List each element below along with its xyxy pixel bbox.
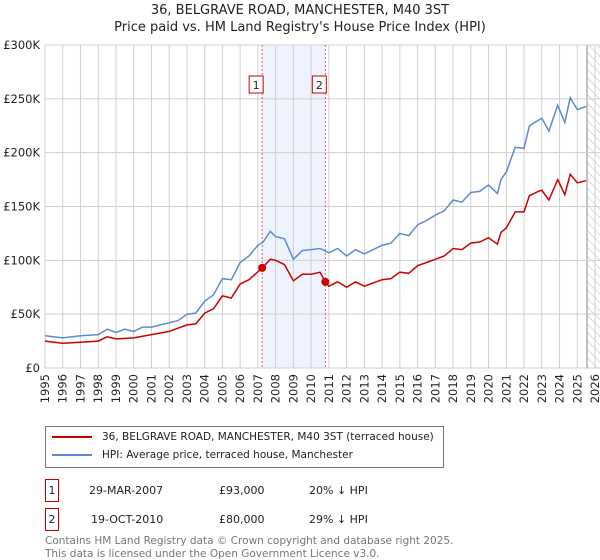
footer-licence: This data is licensed under the Open Gov… bbox=[45, 547, 380, 560]
footer: Contains HM Land Registry data © Crown c… bbox=[45, 535, 453, 560]
x-tick-label: 2012 bbox=[340, 374, 354, 403]
x-tick-label: 2008 bbox=[269, 374, 283, 403]
legend-label: 36, BELGRAVE ROAD, MANCHESTER, M40 3ST (… bbox=[102, 431, 434, 443]
x-tick-label: 2013 bbox=[357, 374, 371, 403]
x-tick-label: 2023 bbox=[535, 374, 549, 403]
x-tick-label: 2015 bbox=[393, 374, 407, 403]
sale-hpi-diff: 29% ↓ HPI bbox=[309, 513, 368, 526]
chart-title: 36, BELGRAVE ROAD, MANCHESTER, M40 3ST bbox=[150, 3, 450, 18]
sale-label-box bbox=[248, 75, 264, 94]
x-tick-label: 1999 bbox=[109, 374, 123, 403]
sale-row-2: 2 19-OCT-2010 £80,000 29% ↓ HPI bbox=[45, 508, 368, 531]
x-tick-label: 2019 bbox=[464, 374, 478, 403]
sale-price: £93,000 bbox=[219, 484, 265, 497]
x-tick-label: 2005 bbox=[215, 374, 229, 403]
sale-point bbox=[321, 277, 330, 286]
legend-red-line bbox=[52, 436, 92, 438]
y-tick-label: £250K bbox=[3, 92, 40, 106]
x-tick-label: 2014 bbox=[375, 374, 389, 403]
sale-date: 29-MAR-2007 bbox=[89, 484, 164, 497]
x-tick-label: 2025 bbox=[570, 374, 584, 403]
legend: 36, BELGRAVE ROAD, MANCHESTER, M40 3ST (… bbox=[45, 426, 444, 468]
sale-price: £80,000 bbox=[219, 513, 265, 526]
y-tick-label: £300K bbox=[3, 38, 40, 52]
x-tick-label: 2018 bbox=[446, 374, 460, 403]
y-tick-label: £100K bbox=[3, 253, 40, 267]
x-tick-label: 2007 bbox=[251, 374, 265, 403]
legend-label: HPI: Average price, terraced house, Manc… bbox=[102, 449, 353, 461]
x-tick-label: 1995 bbox=[38, 374, 52, 403]
legend-item-property: 36, BELGRAVE ROAD, MANCHESTER, M40 3ST (… bbox=[52, 431, 434, 443]
x-tick-label: 2002 bbox=[162, 374, 176, 403]
sale-hpi-diff: 20% ↓ HPI bbox=[309, 484, 368, 497]
sale-row-1: 1 29-MAR-2007 £93,000 20% ↓ HPI bbox=[45, 479, 368, 502]
y-tick-label: £200K bbox=[3, 146, 40, 160]
sale-label: 2 bbox=[316, 79, 323, 92]
x-tick-label: 2017 bbox=[428, 374, 442, 403]
y-tick-label: £50K bbox=[11, 307, 41, 321]
x-tick-label: 2011 bbox=[322, 374, 336, 403]
x-tick-label: 2016 bbox=[411, 374, 425, 403]
legend-item-hpi: HPI: Average price, terraced house, Manc… bbox=[52, 449, 353, 461]
legend-blue-line bbox=[52, 454, 92, 456]
x-tick-label: 2024 bbox=[553, 374, 567, 403]
x-tick-label: 2010 bbox=[304, 374, 318, 403]
x-tick-label: 2000 bbox=[127, 374, 141, 403]
x-tick-label: 2003 bbox=[180, 374, 194, 403]
x-tick-label: 2026 bbox=[588, 374, 600, 403]
x-tick-label: 2009 bbox=[286, 374, 300, 403]
sale-date: 19-OCT-2010 bbox=[91, 513, 164, 526]
sale-marker-badge: 2 bbox=[45, 508, 59, 531]
x-tick-label: 2006 bbox=[233, 374, 247, 403]
y-tick-label: £150K bbox=[3, 200, 40, 214]
x-tick-label: 2001 bbox=[144, 374, 158, 403]
sale-label: 1 bbox=[253, 79, 260, 92]
price-chart: 1995 1996 1997 1998 1999 2000 2001 2002 2003 2004… bbox=[3, 38, 600, 403]
x-tick-label: 2022 bbox=[517, 374, 531, 403]
y-tick-label: £0 bbox=[25, 361, 40, 375]
sale-marker-badge: 1 bbox=[45, 479, 59, 502]
footer-copyright: Contains HM Land Registry data © Crown c… bbox=[45, 535, 454, 547]
x-tick-label: 1997 bbox=[73, 374, 87, 403]
chart-subtitle: Price paid vs. HM Land Registry's House … bbox=[114, 20, 486, 35]
x-tick-label: 1996 bbox=[56, 374, 70, 403]
sale-label-box bbox=[311, 75, 327, 94]
hpi-line bbox=[44, 95, 587, 339]
x-tick-label: 2021 bbox=[499, 374, 513, 403]
x-tick-label: 2020 bbox=[482, 374, 496, 403]
sale-point bbox=[258, 263, 267, 272]
property-price-line bbox=[44, 172, 587, 344]
x-tick-label: 2004 bbox=[198, 374, 212, 403]
x-tick-label: 1998 bbox=[91, 374, 105, 403]
